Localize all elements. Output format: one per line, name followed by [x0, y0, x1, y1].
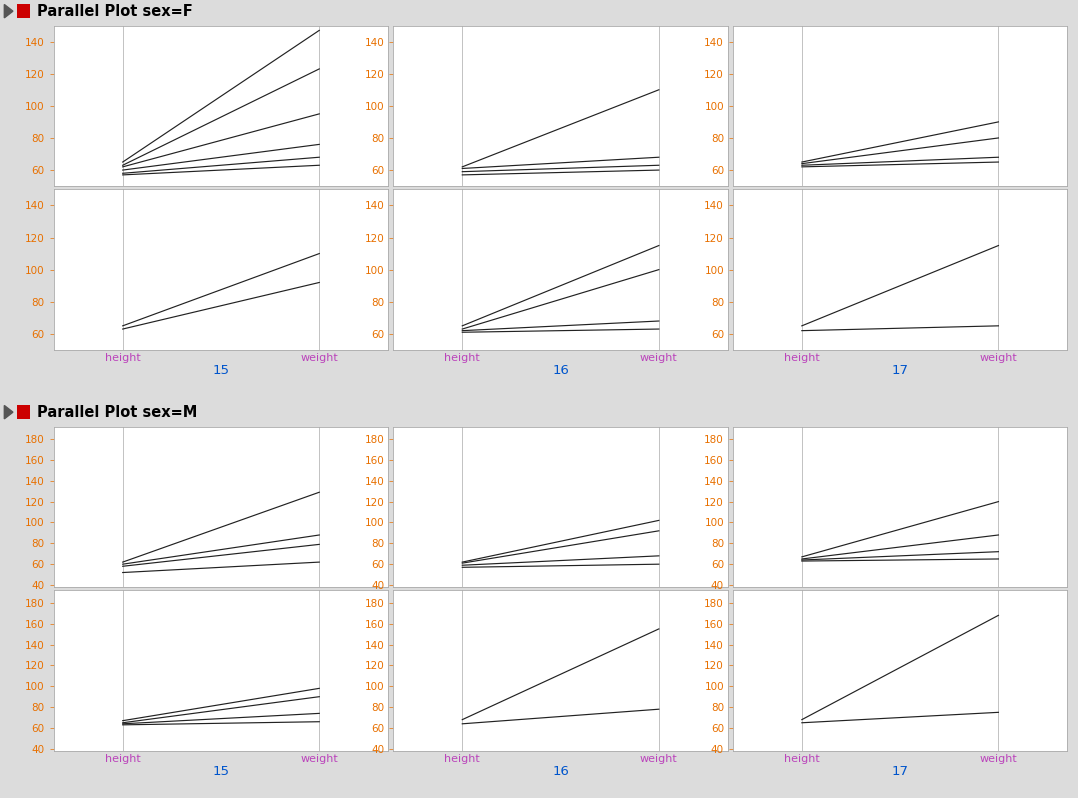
Text: Parallel Plot sex=F: Parallel Plot sex=F — [37, 4, 192, 18]
Polygon shape — [4, 405, 13, 419]
X-axis label: 17: 17 — [892, 364, 909, 377]
X-axis label: 16: 16 — [552, 364, 569, 377]
X-axis label: 15: 15 — [212, 765, 230, 778]
Polygon shape — [4, 5, 13, 18]
FancyBboxPatch shape — [17, 5, 30, 18]
X-axis label: 16: 16 — [552, 765, 569, 778]
X-axis label: 14: 14 — [892, 200, 909, 213]
X-axis label: 12: 12 — [212, 602, 230, 614]
X-axis label: 12: 12 — [212, 200, 230, 213]
X-axis label: 14: 14 — [892, 602, 909, 614]
FancyBboxPatch shape — [17, 405, 30, 419]
X-axis label: 15: 15 — [212, 364, 230, 377]
X-axis label: 13: 13 — [552, 602, 569, 614]
Text: Parallel Plot sex=M: Parallel Plot sex=M — [37, 405, 197, 420]
X-axis label: 17: 17 — [892, 765, 909, 778]
X-axis label: 13: 13 — [552, 200, 569, 213]
